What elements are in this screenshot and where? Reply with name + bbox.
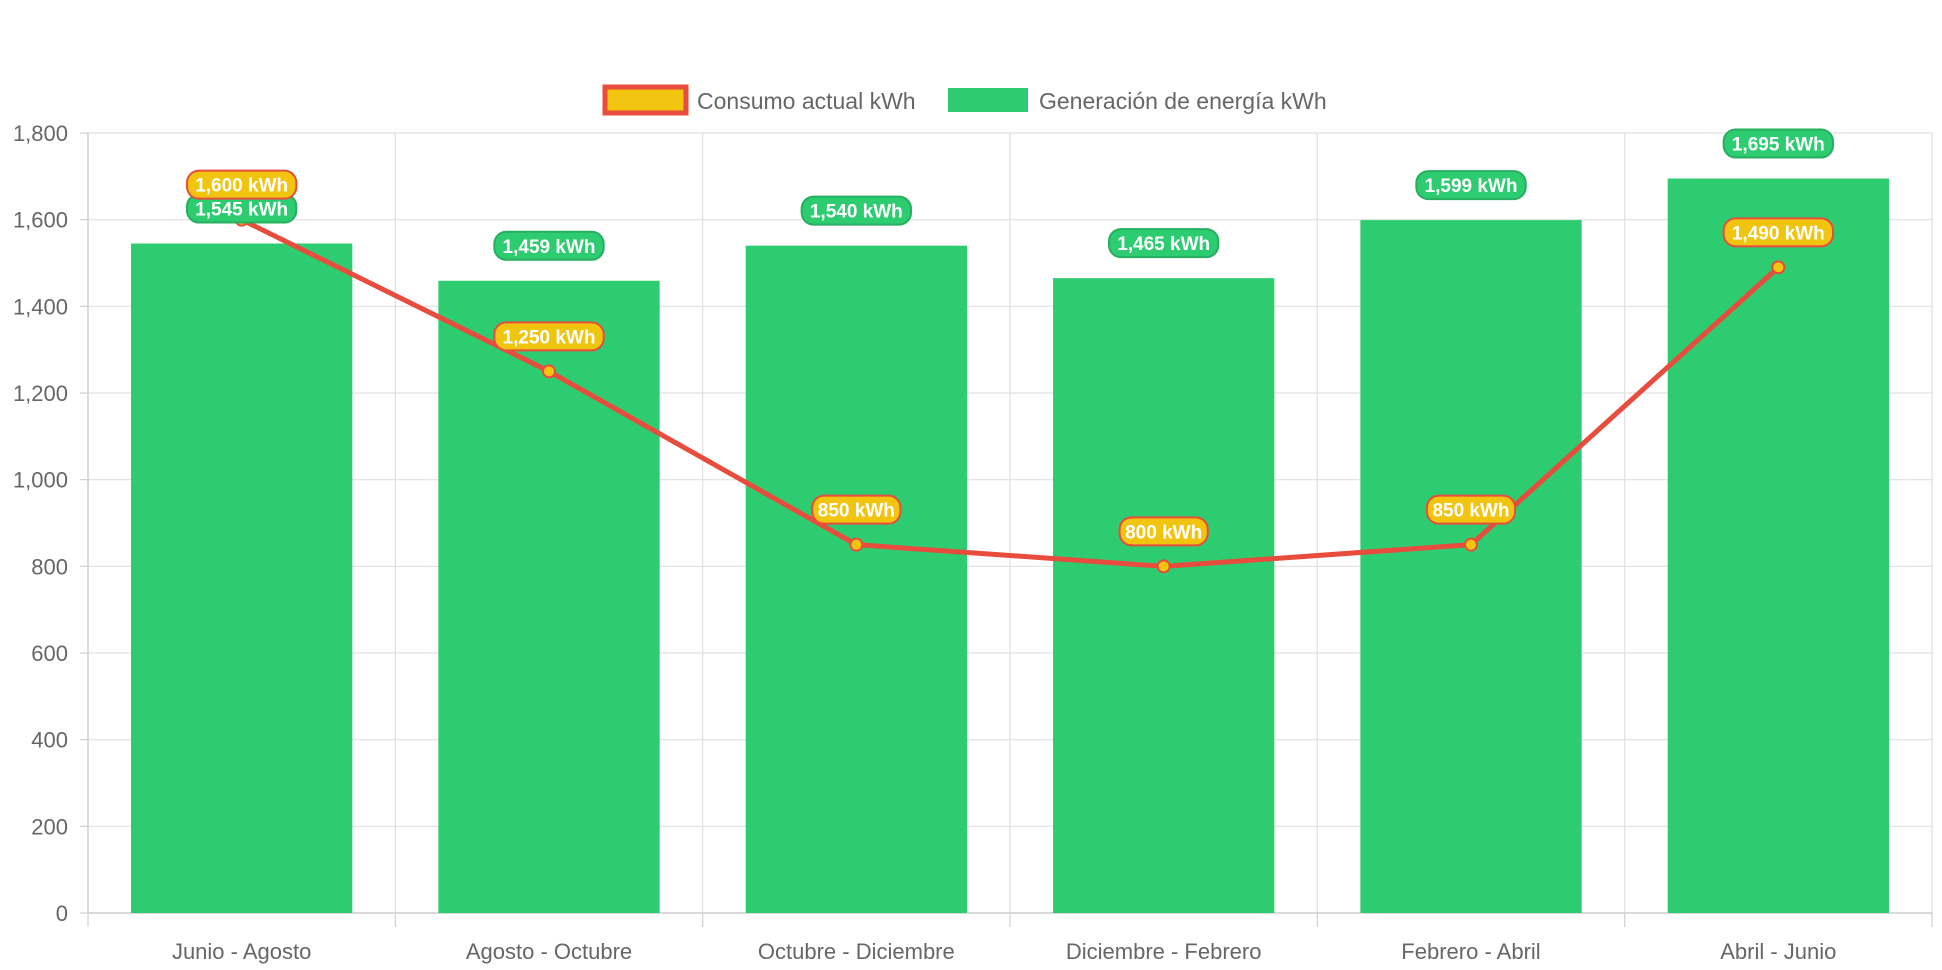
data-label: 1,465 kWh bbox=[1107, 228, 1220, 259]
data-label-box bbox=[1415, 170, 1527, 201]
data-label: 1,695 kWh bbox=[1722, 128, 1835, 159]
x-tick-label: Junio - Agosto bbox=[172, 939, 311, 964]
y-tick-label: 0 bbox=[56, 901, 68, 926]
bar[interactable] bbox=[1667, 178, 1889, 914]
data-label-text: 1,600 kWh bbox=[195, 176, 288, 197]
data-label-box bbox=[185, 169, 298, 200]
line-point[interactable] bbox=[1156, 559, 1171, 574]
data-label: 850 kWh bbox=[1425, 494, 1517, 525]
data-label-text: 1,599 kWh bbox=[1425, 176, 1518, 197]
bar-series-generacion bbox=[131, 178, 1889, 914]
y-tick-label: 1,200 bbox=[13, 381, 68, 406]
data-label: 800 kWh bbox=[1118, 516, 1209, 547]
data-label-box bbox=[1722, 217, 1835, 248]
line-point[interactable] bbox=[1771, 260, 1786, 275]
y-tick-label: 200 bbox=[31, 814, 68, 839]
grid bbox=[80, 132, 1933, 927]
data-label-text: 1,465 kWh bbox=[1117, 234, 1210, 255]
data-label: 1,459 kWh bbox=[493, 230, 605, 261]
y-tick-label: 600 bbox=[31, 641, 68, 666]
bar[interactable] bbox=[438, 280, 660, 913]
y-tick-label: 1,400 bbox=[13, 294, 68, 319]
data-label: 1,540 kWh bbox=[800, 195, 913, 226]
line-point[interactable] bbox=[1464, 537, 1478, 552]
legend-item-generacion[interactable]: Generación de energía kWh bbox=[948, 88, 1327, 114]
data-label-box bbox=[1118, 516, 1209, 547]
data-label-text: 800 kWh bbox=[1125, 522, 1202, 543]
x-tick-label: Octubre - Diciembre bbox=[758, 939, 955, 964]
bar[interactable] bbox=[1053, 278, 1275, 914]
data-label-box bbox=[1425, 494, 1517, 525]
axis-ticks: 0 200 400 600 800 1,000 1,200 1,400 1,600 1,800 Ju… bbox=[13, 121, 1836, 964]
data-label: 1,600 kWh bbox=[185, 169, 298, 200]
x-tick-label: Febrero - Abril bbox=[1401, 939, 1540, 964]
y-tick-label: 1,800 bbox=[13, 121, 68, 146]
data-label: 1,599 kWh bbox=[1415, 170, 1527, 201]
legend[interactable]: Consumo actual kWh Generación de energía… bbox=[602, 84, 1327, 116]
x-tick-label: Abril - Junio bbox=[1720, 939, 1836, 964]
bar[interactable] bbox=[131, 243, 353, 914]
x-tick-label: Agosto - Octubre bbox=[466, 939, 632, 964]
data-label-text: 1,545 kWh bbox=[195, 200, 288, 221]
legend-label-generacion: Generación de energía kWh bbox=[1039, 88, 1327, 114]
bar[interactable] bbox=[745, 245, 967, 913]
data-label: 850 kWh bbox=[811, 494, 902, 525]
legend-swatch-generacion bbox=[948, 88, 1028, 112]
legend-swatch-consumo bbox=[602, 84, 689, 116]
data-label-box bbox=[811, 494, 902, 525]
data-label-text: 1,540 kWh bbox=[810, 202, 903, 223]
data-label-text: 1,250 kWh bbox=[503, 327, 596, 348]
y-tick-label: 1,600 bbox=[13, 208, 68, 233]
data-label-text: 850 kWh bbox=[1432, 501, 1509, 522]
data-label-text: 850 kWh bbox=[818, 501, 895, 522]
bar[interactable] bbox=[1360, 220, 1582, 914]
data-label: 1,545 kWh bbox=[185, 193, 298, 224]
data-label-box bbox=[1722, 128, 1835, 159]
line-point[interactable] bbox=[849, 537, 864, 552]
y-tick-label: 1,000 bbox=[13, 468, 68, 493]
data-label-text: 1,459 kWh bbox=[503, 237, 596, 258]
data-label-box bbox=[493, 230, 605, 261]
y-tick-label: 800 bbox=[31, 554, 68, 579]
data-labels: 1,545 kWh 1,459 kWh 1,540 kWh 1,465 kWh 1,59… bbox=[185, 128, 1835, 547]
data-label-box bbox=[493, 321, 605, 352]
legend-label-consumo: Consumo actual kWh bbox=[697, 88, 916, 114]
legend-item-consumo[interactable]: Consumo actual kWh bbox=[602, 84, 916, 116]
x-tick-label: Diciembre - Febrero bbox=[1066, 939, 1262, 964]
data-label: 1,250 kWh bbox=[493, 321, 605, 352]
data-label: 1,490 kWh bbox=[1722, 217, 1835, 248]
line-point[interactable] bbox=[542, 364, 556, 379]
data-label-box bbox=[800, 195, 913, 226]
data-label-text: 1,695 kWh bbox=[1732, 135, 1825, 156]
y-tick-label: 400 bbox=[31, 728, 68, 753]
data-label-box bbox=[1107, 228, 1220, 259]
data-label-text: 1,490 kWh bbox=[1732, 223, 1825, 244]
